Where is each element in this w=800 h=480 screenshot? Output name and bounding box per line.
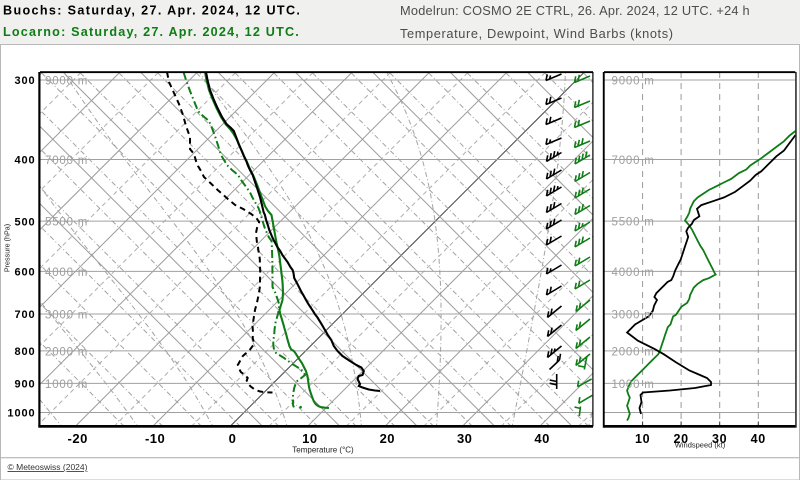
svg-text:9000 m: 9000 m xyxy=(612,76,655,88)
svg-text:900: 900 xyxy=(14,379,35,391)
svg-text:1000: 1000 xyxy=(7,408,35,420)
svg-text:1000 m: 1000 m xyxy=(45,379,88,391)
svg-text:2000 m: 2000 m xyxy=(612,346,655,358)
svg-text:30: 30 xyxy=(712,432,727,446)
svg-text:Temperature (°C): Temperature (°C) xyxy=(292,446,354,455)
svg-text:Temperature, Dewpoint, Wind Ba: Temperature, Dewpoint, Wind Barbs (knots… xyxy=(400,26,674,41)
svg-text:© Meteoswiss (2024): © Meteoswiss (2024) xyxy=(8,462,88,472)
svg-text:4000 m: 4000 m xyxy=(45,267,88,279)
svg-text:9000 m: 9000 m xyxy=(45,76,88,88)
svg-text:1000 m: 1000 m xyxy=(612,379,655,391)
svg-text:300: 300 xyxy=(14,75,35,87)
svg-text:400: 400 xyxy=(14,155,35,167)
svg-text:40: 40 xyxy=(534,431,549,446)
svg-text:20: 20 xyxy=(380,431,395,446)
svg-text:-10: -10 xyxy=(145,431,165,446)
svg-text:40: 40 xyxy=(751,432,766,446)
svg-text:10: 10 xyxy=(302,431,317,446)
svg-text:-20: -20 xyxy=(68,431,88,446)
svg-text:600: 600 xyxy=(14,267,35,279)
svg-text:Locarno: Saturday, 27. Apr. 20: Locarno: Saturday, 27. Apr. 2024, 12 UTC… xyxy=(3,25,300,39)
svg-text:20: 20 xyxy=(673,432,688,446)
svg-text:500: 500 xyxy=(14,216,35,228)
svg-text:7000 m: 7000 m xyxy=(612,155,655,167)
svg-text:700: 700 xyxy=(14,309,35,321)
svg-text:30: 30 xyxy=(457,431,472,446)
svg-text:Pressure (hPa): Pressure (hPa) xyxy=(3,224,12,272)
svg-text:7000 m: 7000 m xyxy=(45,155,88,167)
svg-text:5500 m: 5500 m xyxy=(612,217,655,229)
svg-text:Modelrun: COSMO 2E CTRL, 26. A: Modelrun: COSMO 2E CTRL, 26. Apr. 2024, … xyxy=(400,3,750,18)
svg-text:Buochs: Saturday, 27. Apr. 202: Buochs: Saturday, 27. Apr. 2024, 12 UTC. xyxy=(3,3,301,17)
svg-text:0: 0 xyxy=(229,431,237,446)
svg-text:3000 m: 3000 m xyxy=(45,310,88,322)
svg-text:10: 10 xyxy=(635,432,650,446)
svg-text:Windspeed (kt): Windspeed (kt) xyxy=(675,441,726,450)
svg-text:3000 m: 3000 m xyxy=(612,310,655,322)
svg-text:4000 m: 4000 m xyxy=(612,267,655,279)
svg-text:5500 m: 5500 m xyxy=(45,217,88,229)
svg-text:2000 m: 2000 m xyxy=(45,346,88,358)
svg-text:800: 800 xyxy=(14,346,35,358)
